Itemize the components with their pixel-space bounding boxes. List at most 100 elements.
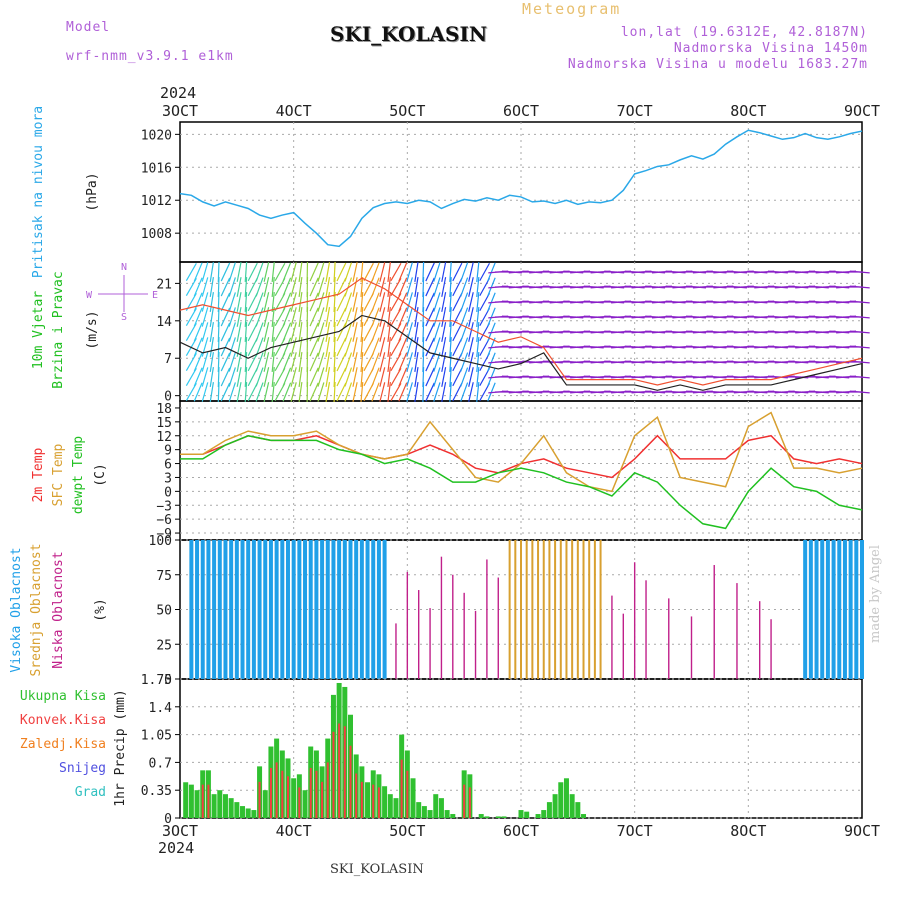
wind-barb xyxy=(352,277,358,297)
wind-barb xyxy=(433,277,441,297)
wind-barb xyxy=(449,291,452,313)
high-cloud-bar xyxy=(297,540,302,679)
wind-barb xyxy=(220,367,231,387)
wind-barb xyxy=(282,367,292,387)
wind-barb xyxy=(193,292,203,312)
precip-bar xyxy=(183,782,189,818)
wind-barb xyxy=(317,337,325,357)
wind-barb xyxy=(379,382,386,402)
wind-barb xyxy=(185,263,197,281)
wind-barb xyxy=(309,367,319,387)
x-tick-top: 8OCT xyxy=(730,102,766,120)
x-tick-bottom: 5OCT xyxy=(389,822,425,840)
high-cloud-bar xyxy=(274,540,279,679)
wind-barb xyxy=(414,292,419,312)
high-cloud-bar xyxy=(257,540,262,679)
wind-barb xyxy=(290,382,297,402)
precip-bar xyxy=(552,794,558,818)
wind-barb xyxy=(406,367,413,387)
wind-barb xyxy=(476,261,480,283)
wind-barb xyxy=(425,322,435,342)
wind-barb xyxy=(317,307,325,327)
wind-barb xyxy=(244,366,248,388)
wind-barb xyxy=(460,382,469,402)
x-tick-top: 9OCT xyxy=(844,102,880,120)
y-tick-label: −9 xyxy=(156,527,172,542)
wind-barb xyxy=(244,306,248,328)
wind-barb xyxy=(220,352,231,372)
low-cloud-bar xyxy=(497,577,499,679)
x-tick-bottom: 6OCT xyxy=(503,822,539,840)
wind-barb xyxy=(476,306,480,328)
precip-bar xyxy=(211,794,217,818)
precip-legend-4: Grad xyxy=(75,785,106,800)
wind-barb xyxy=(274,262,286,282)
wind-barb xyxy=(379,337,386,357)
temp-label-2m: 2m Temp xyxy=(31,447,46,502)
mid-cloud-bar xyxy=(525,540,528,679)
wind-barb xyxy=(298,292,303,312)
wind-barb xyxy=(460,337,469,357)
high-cloud-bar xyxy=(348,540,353,679)
mid-cloud-bar xyxy=(599,540,602,679)
wind-gust-line xyxy=(179,277,863,386)
wind-barb xyxy=(228,337,236,357)
precip-legend-1: Konvek.Kisa xyxy=(20,713,106,728)
low-cloud-bar xyxy=(668,598,670,679)
wind-barb xyxy=(282,307,292,327)
wind-barb xyxy=(336,277,347,297)
wind-barb xyxy=(406,292,413,312)
high-cloud-bar xyxy=(325,540,330,679)
wind-barb xyxy=(398,367,408,387)
y-tick-label: 9 xyxy=(164,444,172,459)
precip-bar xyxy=(234,802,240,818)
wind-barb xyxy=(298,367,303,387)
precip-bar xyxy=(563,778,569,818)
conv-precip-bar xyxy=(372,784,375,818)
mid-cloud-bar xyxy=(542,540,545,679)
wind-barb xyxy=(290,337,297,357)
high-cloud-bar xyxy=(814,540,819,679)
y-tick-label: 50 xyxy=(156,604,172,619)
low-cloud-bar xyxy=(633,562,636,679)
wind-barb xyxy=(282,262,292,282)
wind-barb xyxy=(298,322,303,342)
wind-barb xyxy=(387,322,391,342)
wind-barb xyxy=(247,262,258,282)
wind-barb xyxy=(425,292,435,312)
wind-barb xyxy=(255,367,264,387)
wind-barb xyxy=(193,262,203,282)
wind-barb xyxy=(468,337,474,357)
wind-barb xyxy=(244,381,248,403)
wind-barb xyxy=(271,366,275,388)
x-tick-top: 6OCT xyxy=(503,102,539,120)
wind-barb xyxy=(209,382,214,402)
low-cloud-bar xyxy=(406,571,409,679)
x-tick-top: 3OCT xyxy=(162,102,198,120)
low-cloud-bar xyxy=(418,590,420,679)
wind-barb xyxy=(298,277,303,297)
precip-bar xyxy=(569,794,575,818)
wind-barb xyxy=(460,262,469,282)
wind-barb xyxy=(352,292,358,312)
y-tick-label: 0 xyxy=(164,390,172,405)
wind-barb xyxy=(398,337,408,357)
low-cloud-bar xyxy=(770,619,772,679)
conv-precip-bar xyxy=(400,759,403,818)
wind-barb xyxy=(333,351,336,373)
wind-barb xyxy=(298,382,303,402)
wind-barb xyxy=(325,367,331,387)
wind-barb xyxy=(317,382,325,402)
wind-barb xyxy=(333,366,336,388)
wind-barb xyxy=(425,367,435,387)
low-cloud-bar xyxy=(736,583,738,679)
x-tick-bottom: 9OCT xyxy=(844,822,880,840)
wind-barb xyxy=(360,351,364,373)
high-cloud-bar xyxy=(376,540,381,679)
wind-barb xyxy=(220,262,231,282)
wind-barb xyxy=(209,292,214,312)
high-cloud-bar xyxy=(217,540,222,679)
wind-barb xyxy=(193,337,203,357)
wind-barb xyxy=(371,367,380,387)
precip-bar xyxy=(433,794,439,818)
